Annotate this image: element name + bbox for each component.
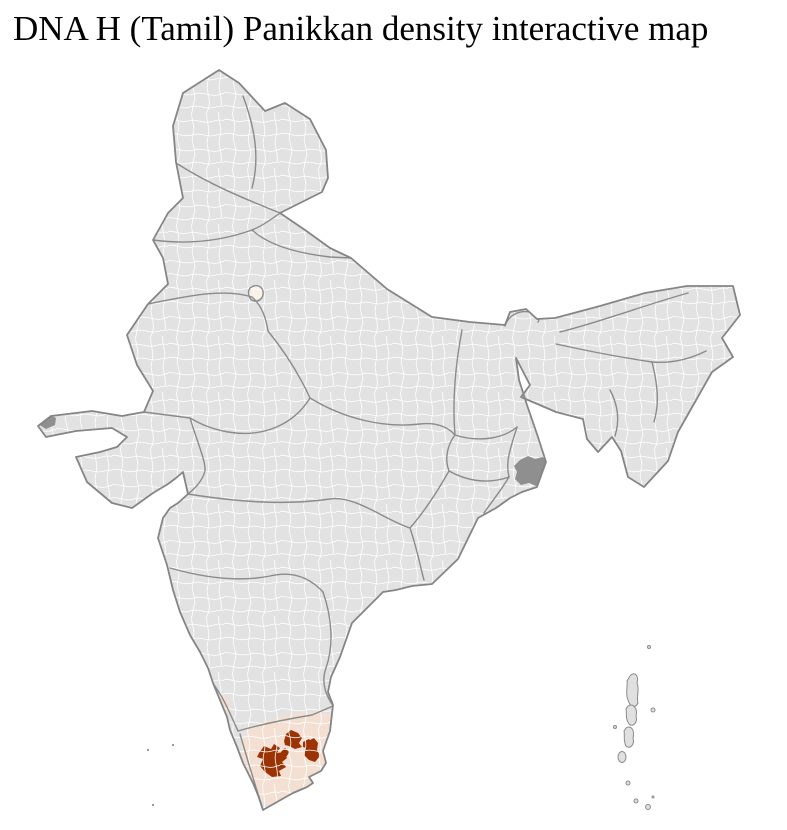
little-andaman-island[interactable]: [617, 751, 627, 763]
nicobar-island-dot[interactable]: [651, 795, 655, 799]
lakshadweep-specks[interactable]: [146, 743, 175, 807]
kerala-backwater-sliver: [235, 758, 239, 776]
nicobar-island-dot[interactable]: [645, 804, 651, 810]
map-inner-layers: [38, 70, 740, 810]
andaman-nicobar-islands[interactable]: [613, 645, 656, 810]
district-borders-mesh: [38, 70, 740, 810]
island-dot[interactable]: [613, 725, 617, 729]
nicobar-island-dot[interactable]: [633, 798, 639, 804]
page-title: DNA H (Tamil) Panikkan density interacti…: [13, 9, 709, 48]
island-dot[interactable]: [647, 645, 651, 649]
andaman-middle-island[interactable]: [625, 704, 637, 726]
lakshadweep-dot[interactable]: [151, 803, 155, 807]
mumbai-coast-sliver-2: [152, 541, 156, 561]
nicobar-island-dot[interactable]: [625, 780, 631, 786]
andaman-south-island[interactable]: [623, 726, 634, 748]
lakshadweep-dot[interactable]: [146, 748, 150, 752]
island-dot[interactable]: [650, 707, 656, 713]
mumbai-coast-sliver: [155, 510, 161, 522]
india-outline: [37, 69, 741, 811]
lakshadweep-dot[interactable]: [171, 743, 175, 747]
andaman-north-island[interactable]: [626, 673, 639, 708]
